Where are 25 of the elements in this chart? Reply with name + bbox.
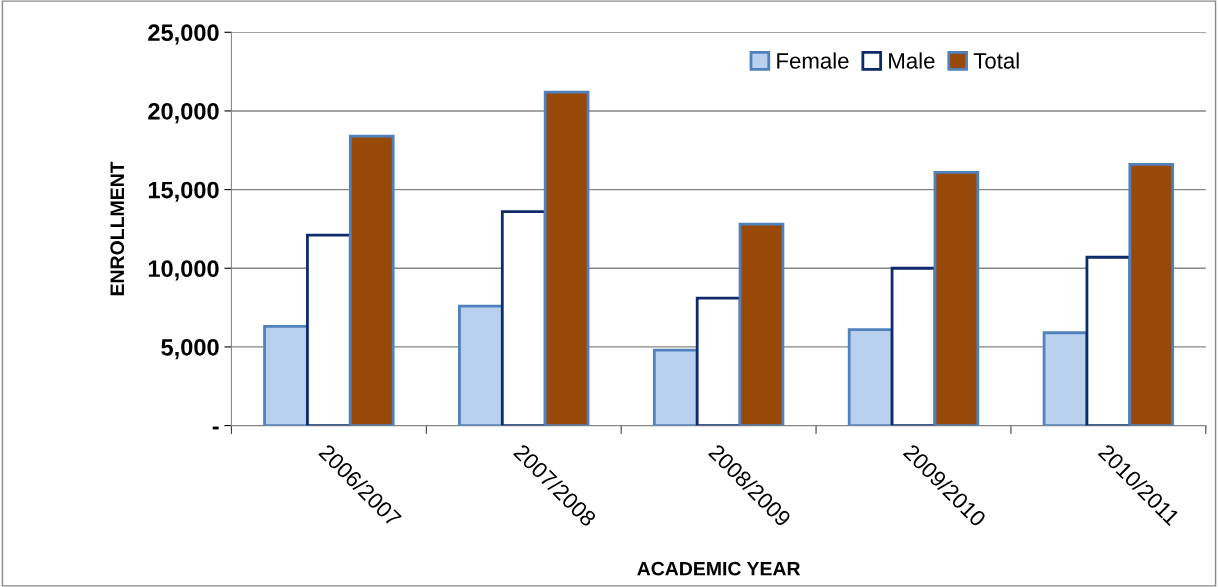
legend-label: Male [889,52,935,69]
bar [933,170,980,426]
bar [738,222,785,426]
y-tick-label: - [212,426,219,430]
legend-label: Total [973,52,1019,69]
y-tick-label: 10,000 [148,260,219,281]
bar [695,296,742,426]
y-axis-title: ENROLLMENT [110,161,125,296]
y-tick-label: 5,000 [161,338,219,360]
bar [890,266,937,426]
bar [543,90,590,426]
bar [348,134,395,426]
bar [500,210,547,426]
y-tick-label: 20,000 [148,103,219,124]
y-tick-label: 15,000 [148,181,219,202]
bar [1042,331,1089,426]
x-axis-title: ACADEMIC YEAR [637,561,801,576]
bar [652,348,699,426]
bar [263,325,309,426]
bar [1128,163,1175,426]
bar [847,328,894,426]
y-tick-label: 25,000 [148,24,219,45]
bar [306,233,352,426]
legend-label: Female [777,52,849,69]
bar [458,304,504,426]
